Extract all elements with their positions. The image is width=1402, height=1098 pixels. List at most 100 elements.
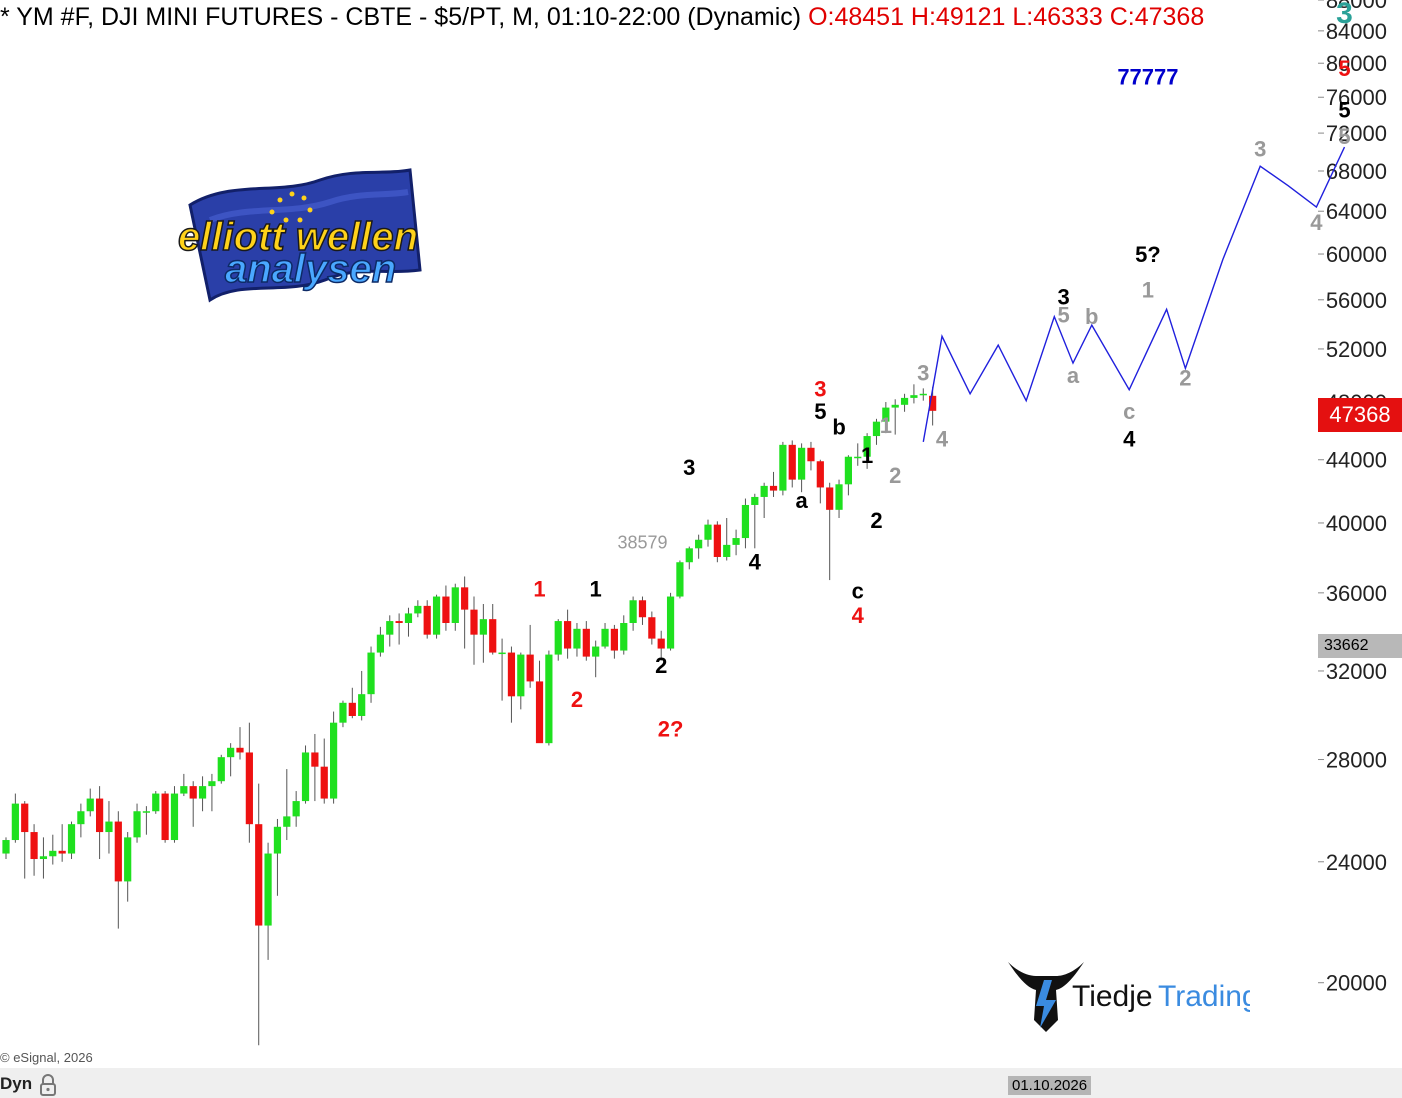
candle-body: [891, 404, 899, 408]
wave-label: b: [1085, 304, 1098, 329]
dynamic-session-label[interactable]: Dyn: [0, 1074, 33, 1093]
wave-label: 5: [814, 399, 826, 424]
candle: [442, 585, 450, 631]
candle-body: [835, 484, 843, 510]
candle: [564, 609, 572, 659]
wave-label: a: [795, 488, 808, 513]
last-price-badge: 47368: [1318, 398, 1402, 432]
candle-body: [423, 605, 431, 635]
bottom-toolbar: [0, 1068, 1402, 1098]
candle-body: [826, 487, 834, 510]
wave-label: 5?: [1135, 242, 1161, 267]
candle: [423, 600, 431, 639]
y-tick-label: 64000: [1326, 199, 1387, 224]
candle-body: [142, 811, 150, 813]
copyright-notice: © eSignal, 2026: [0, 1050, 93, 1065]
candle-body: [929, 395, 937, 411]
candle-body: [816, 461, 824, 488]
price-axis-panel[interactable]: [1318, 0, 1402, 1098]
candle-body: [741, 504, 750, 539]
candle: [844, 455, 852, 496]
wave-labels: 12122?3857934a5b3c412123435abc45?1234777…: [533, 0, 1352, 741]
candle-body: [779, 444, 787, 491]
candles: [2, 384, 937, 1046]
candle-body: [367, 652, 375, 695]
candle: [292, 791, 300, 827]
lock-icon[interactable]: [38, 1074, 58, 1096]
candle: [142, 806, 150, 835]
candle-body: [170, 793, 179, 841]
candle: [826, 482, 834, 581]
wave-label: 3: [1336, 0, 1353, 30]
candle: [657, 630, 665, 661]
wave-label: 1: [861, 443, 873, 468]
candle-body: [657, 638, 665, 649]
candle-body: [610, 628, 618, 651]
candle: [77, 803, 85, 838]
price-level-badge: 33662: [1318, 634, 1402, 658]
candle-body: [704, 524, 712, 540]
wave-label: c: [852, 578, 864, 603]
candle-body: [358, 694, 366, 716]
candle: [835, 479, 843, 519]
candle-body: [844, 456, 852, 485]
candle: [227, 743, 235, 777]
wave-label: 2: [1179, 366, 1191, 391]
candle-body: [863, 436, 871, 457]
candle: [11, 793, 19, 843]
candle: [760, 482, 768, 519]
candle-body: [58, 850, 66, 854]
logo-ew-line2: analysen: [225, 247, 396, 291]
logo-ew-line1: elliott wellen: [178, 215, 418, 259]
candle: [554, 619, 562, 661]
wave-label: 2?: [658, 716, 684, 741]
wave-label: 77777: [1117, 64, 1178, 89]
candle-body: [264, 853, 272, 926]
candle-body: [526, 654, 534, 682]
candle: [198, 776, 207, 812]
chart-header: * YM #F, DJI MINI FUTURES - CBTE - $5/PT…: [0, 2, 1320, 32]
wave-label: 2: [870, 508, 882, 533]
candle-body: [30, 832, 38, 860]
candle-body: [554, 621, 562, 655]
candle-body: [470, 609, 478, 635]
candle: [666, 592, 675, 651]
candle: [807, 441, 815, 471]
candle: [348, 687, 356, 719]
candle: [386, 615, 394, 647]
candle: [67, 821, 76, 860]
price-axis: 2000024000280003200036000400004400048000…: [1318, 0, 1387, 996]
candle: [264, 842, 272, 960]
wave-label: 4: [936, 426, 949, 451]
candle: [376, 626, 384, 657]
candle-body: [638, 600, 647, 618]
wave-label: 1: [590, 577, 602, 602]
wave-label: 4: [1123, 426, 1136, 451]
candle: [723, 518, 731, 561]
candle: [311, 733, 319, 802]
candle-body: [723, 544, 731, 557]
candle-body: [376, 634, 384, 653]
candle: [367, 646, 375, 703]
candle-body: [330, 722, 338, 799]
candle: [451, 583, 459, 631]
candle-body: [479, 619, 487, 635]
y-tick-label: 36000: [1326, 581, 1387, 606]
wave-label: 3: [1058, 285, 1070, 310]
candle-body: [404, 613, 413, 623]
candle: [741, 498, 750, 549]
candle-body: [620, 622, 628, 651]
candle-body: [301, 752, 310, 802]
candle-body: [872, 421, 881, 437]
candle-body: [713, 524, 721, 557]
candle: [592, 640, 600, 678]
candle: [39, 837, 48, 879]
candle-body: [535, 681, 544, 744]
candle: [713, 521, 721, 563]
projection-line: [922, 146, 1346, 443]
candle-body: [11, 803, 19, 841]
candle-body: [676, 562, 684, 597]
candle-body: [105, 821, 113, 833]
